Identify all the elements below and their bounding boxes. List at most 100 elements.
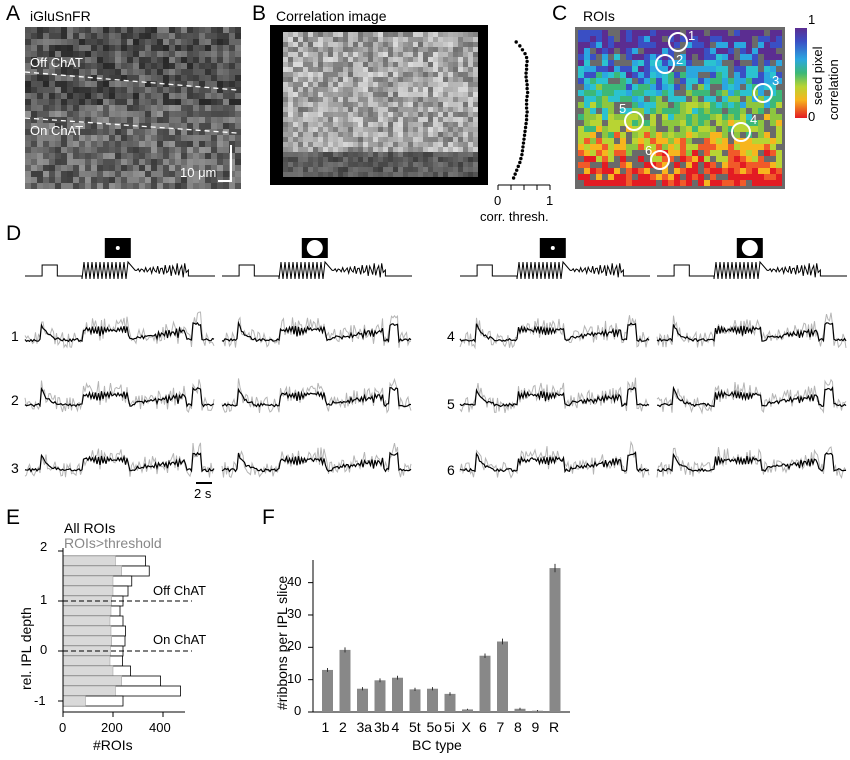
c-pixel [710,126,716,132]
b-pixel [308,162,313,167]
b-pixel [448,92,453,97]
c-pixel [686,156,692,162]
a-pixel [91,171,97,177]
b-pixel [348,72,353,77]
b-pixel [398,102,403,107]
c-pixel [704,66,710,72]
a-pixel [133,33,139,39]
a-pixel [127,39,133,45]
b-pixel [303,157,308,162]
a-pixel [193,111,199,117]
c-pixel [770,42,776,48]
a-pixel [193,159,199,165]
b-pixel [303,57,308,62]
b-profile-point [520,48,525,52]
c-pixel [632,36,638,42]
panel-d-letter: D [6,222,22,245]
b-pixel [473,132,478,137]
c-pixel [704,126,710,132]
a-pixel [91,69,97,75]
a-pixel [139,141,145,147]
e-bar-threshold [62,685,116,697]
a-pixel [229,45,235,51]
a-pixel [235,153,241,159]
b-pixel [418,82,423,87]
a-pixel [67,153,73,159]
a-pixel [73,153,79,159]
a-pixel [31,177,37,183]
c-pixel [728,36,734,42]
a-pixel [151,81,157,87]
a-pixel [61,111,67,117]
response-trace-mean [656,385,847,408]
c-pixel [686,150,692,156]
b-profile-point [513,172,517,176]
a-pixel [157,153,163,159]
c-pixel [716,132,722,138]
c-pixel [602,30,608,36]
b-pixel [328,112,333,117]
c-pixel [650,126,656,132]
response-trace-mean [221,451,412,473]
a-pixel [235,69,241,75]
c-pixel [770,30,776,36]
a-pixel [97,159,103,165]
c-pixel [698,108,704,114]
c-pixel [758,30,764,36]
b-pixel [288,117,293,122]
a-pixel [109,27,115,33]
a-pixel [109,111,115,117]
c-pixel [578,48,584,54]
c-pixel [614,54,620,60]
b-pixel [338,122,343,127]
b-pixel [308,132,313,137]
b-pixel [423,77,428,82]
a-pixel [37,171,43,177]
c-pixel [710,180,716,186]
b-pixel [328,47,333,52]
b-pixel [338,32,343,37]
a-pixel [85,69,91,75]
e-on-chat-label: On ChAT [153,632,207,647]
b-pixel [293,112,298,117]
a-pixel [97,135,103,141]
c-pixel [752,72,758,78]
a-pixel [103,51,109,57]
b-pixel [418,52,423,57]
b-pixel [438,97,443,102]
b-pixel [458,47,463,52]
b-pixel [338,37,343,42]
a-pixel [25,141,31,147]
b-pixel [413,172,418,177]
b-pixel [468,72,473,77]
b-pixel [288,107,293,112]
b-pixel [298,32,303,37]
c-pixel [662,66,668,72]
b-pixel [308,137,313,142]
c-pixel [614,90,620,96]
b-pixel [363,137,368,142]
c-pixel [746,102,752,108]
c-pixel [668,114,674,120]
b-pixel [363,62,368,67]
a-pixel [85,123,91,129]
c-pixel [644,138,650,144]
c-pixel [746,90,752,96]
b-pixel [473,72,478,77]
b-pixel [373,137,378,142]
c-pixel [716,36,722,42]
a-pixel [235,45,241,51]
c-pixel [602,138,608,144]
b-pixel [293,97,298,102]
c-pixel [608,138,614,144]
c-pixel [584,150,590,156]
c-pixel [752,54,758,60]
c-pixel [638,90,644,96]
b-pixel [288,42,293,47]
a-pixel [61,183,67,189]
b-pixel [393,102,398,107]
a-pixel [91,75,97,81]
b-pixel [318,47,323,52]
c-pixel [638,42,644,48]
f-bar-1 [322,669,333,712]
